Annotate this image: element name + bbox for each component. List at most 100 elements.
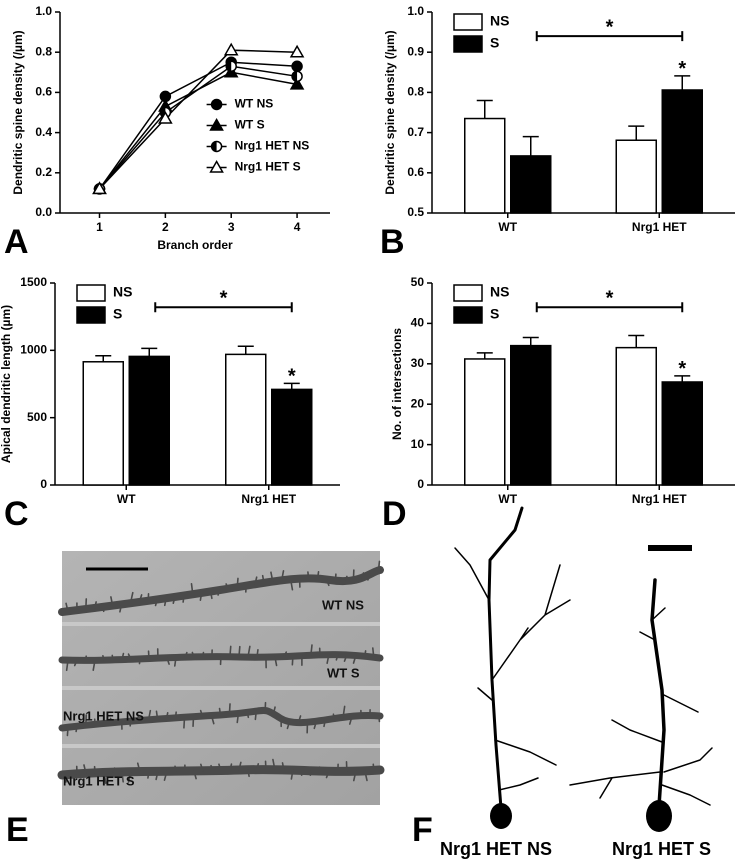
series-line (98, 49, 298, 190)
bar (615, 139, 657, 214)
dendrites (57, 560, 385, 784)
spine (127, 653, 132, 661)
image-label: WT S (327, 665, 360, 680)
neuron-trunk (487, 506, 524, 810)
spine (193, 770, 197, 780)
marker-shape (209, 117, 224, 131)
spine (290, 769, 294, 780)
marker (209, 159, 224, 173)
y-tick-label: 1000 (20, 343, 47, 357)
bar (225, 353, 267, 486)
y-tick-label: 0.8 (407, 85, 424, 99)
spine (307, 571, 310, 580)
spine (119, 603, 123, 613)
legend-label: Nrg1 HET S (235, 160, 301, 174)
neuron-branches (569, 607, 713, 806)
spine (367, 573, 372, 581)
spine (272, 758, 276, 771)
spine (247, 645, 251, 659)
spine (184, 651, 188, 658)
legend-label: NS (490, 284, 509, 300)
error-bar (476, 99, 493, 119)
strip-divider (62, 622, 380, 626)
error-bar (476, 352, 493, 359)
significance-bracket (535, 31, 684, 42)
spine (191, 651, 195, 658)
spine (112, 767, 116, 773)
bar (464, 117, 506, 214)
spine (147, 770, 150, 779)
spine (136, 762, 141, 773)
spine (364, 770, 368, 782)
spine (110, 596, 114, 607)
spine (166, 657, 170, 665)
spine (200, 763, 204, 772)
spine (280, 570, 285, 582)
bar (82, 361, 124, 486)
image-label: Nrg1 HET NS (440, 839, 552, 859)
spine (246, 711, 250, 719)
spine (65, 659, 69, 672)
marker (289, 44, 305, 58)
spine (199, 592, 203, 601)
error-bar (674, 75, 691, 90)
panel-letter: F (412, 811, 433, 849)
error-bar (522, 336, 539, 346)
marker-shape (289, 44, 305, 58)
spine (173, 656, 177, 667)
y-tick-label: 0.6 (407, 165, 424, 179)
spine (183, 716, 186, 729)
x-tick-label: 3 (228, 220, 235, 234)
y-tick-label: 0.8 (35, 44, 52, 58)
legend-label: Nrg1 HET NS (235, 139, 310, 153)
y-tick-label: 0 (417, 477, 424, 491)
spine (172, 596, 176, 605)
spine (155, 710, 159, 720)
bar (128, 355, 170, 486)
image-label: Nrg1 HET S (612, 839, 711, 859)
spine (236, 712, 240, 724)
spine (218, 707, 222, 716)
marker-half (292, 71, 298, 82)
x-tick-label: WT (498, 492, 517, 506)
spine (109, 717, 114, 724)
x-tick-label: WT (498, 220, 517, 234)
x-tick-label: WT (117, 492, 136, 506)
legend-swatch (453, 306, 483, 324)
error-bar (628, 334, 645, 348)
series-line (98, 61, 298, 190)
spine (65, 773, 69, 783)
spine (202, 651, 205, 658)
spine (325, 770, 330, 779)
spine (297, 715, 302, 724)
x-axis-title: Branch order (157, 238, 233, 252)
spine (316, 571, 320, 580)
significance-bracket (154, 302, 293, 313)
spine (325, 578, 330, 587)
spine (127, 770, 132, 783)
bar (464, 358, 506, 486)
spine (364, 650, 367, 658)
spine (310, 644, 313, 657)
spine (272, 706, 276, 715)
x-tick-label: Nrg1 HET (241, 492, 296, 506)
spine (209, 590, 213, 600)
y-axis-title: No. of intersections (390, 328, 404, 440)
spine (229, 645, 232, 658)
marker-half (226, 61, 232, 72)
spine (352, 654, 357, 664)
spine (121, 771, 124, 783)
marker (158, 111, 173, 124)
spine (283, 651, 288, 658)
bar (661, 381, 703, 486)
legend-swatch (453, 13, 483, 31)
spine (73, 659, 78, 667)
neuron-ns (454, 506, 571, 829)
error-bar (674, 375, 691, 382)
spine (247, 768, 250, 778)
spine (254, 576, 258, 586)
spine (281, 762, 285, 771)
marker-shape (210, 98, 223, 111)
significance-star: * (288, 366, 296, 388)
spine (121, 652, 125, 661)
